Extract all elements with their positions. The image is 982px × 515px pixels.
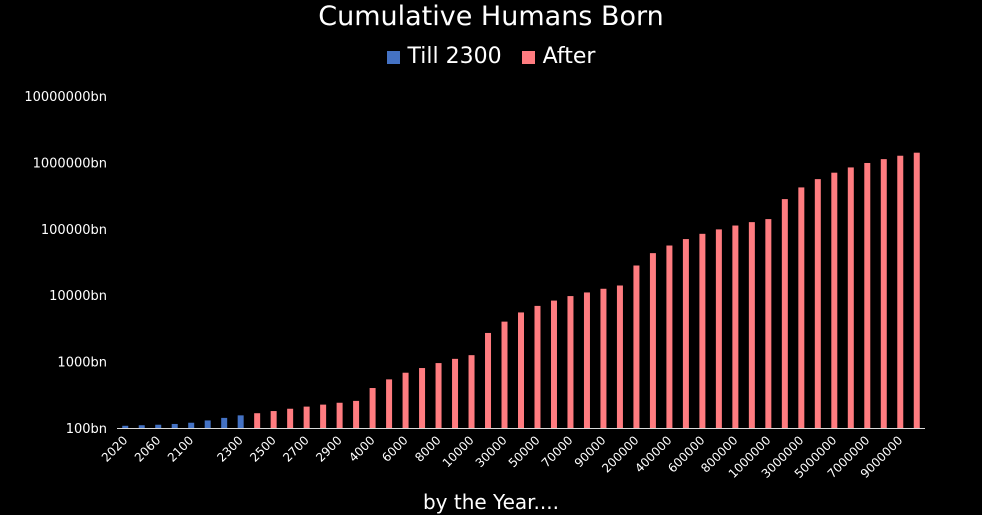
chart-title: Cumulative Humans Born bbox=[318, 1, 664, 32]
bar-after bbox=[897, 155, 904, 428]
legend-swatch-after bbox=[521, 50, 535, 64]
bar-after bbox=[550, 300, 557, 428]
x-tick-label: 2100 bbox=[165, 433, 196, 464]
bar-till-2300 bbox=[237, 415, 244, 428]
bar-after bbox=[435, 363, 442, 428]
bar-after bbox=[452, 358, 459, 428]
bar-after bbox=[748, 222, 755, 428]
x-tick-label: 50000 bbox=[506, 433, 543, 470]
y-tick-label: 10000bn bbox=[49, 289, 107, 304]
bar-till-2300 bbox=[155, 424, 162, 428]
legend-item-till-2300: Till 2300 bbox=[386, 42, 502, 72]
bar-after bbox=[518, 312, 524, 428]
bar-after bbox=[831, 172, 838, 428]
x-axis-title: by the Year.... bbox=[422, 490, 559, 514]
bar-after bbox=[913, 152, 920, 429]
bar-after bbox=[616, 285, 623, 428]
bar-after bbox=[270, 411, 277, 428]
x-tick-label: 70000 bbox=[539, 433, 576, 470]
bar-after bbox=[600, 288, 607, 428]
bar-till-2300 bbox=[138, 425, 145, 428]
bar-after bbox=[485, 332, 492, 428]
x-tick-label: 4000 bbox=[346, 433, 377, 464]
bar-till-2300 bbox=[122, 425, 129, 428]
bar-after bbox=[583, 292, 590, 428]
bar-after bbox=[864, 162, 871, 428]
bar-after bbox=[699, 233, 706, 428]
bar-after bbox=[501, 321, 508, 428]
bar-after bbox=[386, 379, 393, 428]
bar-after bbox=[798, 187, 805, 428]
bar-after bbox=[814, 179, 821, 428]
x-tick-label: 10000 bbox=[440, 433, 477, 470]
x-tick-label: 2700 bbox=[280, 433, 311, 464]
y-tick-label: 1000000bn bbox=[33, 156, 107, 171]
bar-after bbox=[633, 265, 640, 428]
bar-after bbox=[534, 305, 541, 428]
bar-after bbox=[765, 219, 772, 428]
x-tick-label: 2900 bbox=[313, 433, 344, 464]
x-tick-label: 2060 bbox=[132, 433, 163, 464]
bar-after bbox=[682, 239, 689, 428]
y-tick-label: 10000000bn bbox=[24, 90, 107, 105]
bar-after bbox=[254, 413, 261, 428]
bar-after bbox=[666, 245, 673, 428]
y-tick-label: 1000bn bbox=[57, 356, 107, 371]
bar-after bbox=[303, 406, 310, 428]
bar-after bbox=[320, 404, 327, 428]
bar-after bbox=[353, 400, 360, 428]
legend-swatch-till-2300 bbox=[386, 50, 400, 64]
x-tick-label: 30000 bbox=[473, 433, 510, 470]
bar-after bbox=[287, 408, 294, 428]
legend-label-till-2300: Till 2300 bbox=[407, 44, 502, 69]
bar-after bbox=[468, 355, 475, 428]
x-tick-label: 6000 bbox=[379, 433, 410, 464]
bar-after bbox=[781, 199, 788, 428]
legend-label-after: After bbox=[542, 44, 596, 69]
bar-after bbox=[402, 372, 409, 428]
bar-after bbox=[419, 368, 426, 428]
bar-after bbox=[880, 159, 887, 428]
y-tick-label: 100000bn bbox=[41, 223, 107, 238]
bar-after bbox=[649, 253, 656, 428]
bar-after bbox=[369, 388, 376, 428]
x-tick-label: 2300 bbox=[214, 433, 245, 464]
bar-till-2300 bbox=[204, 420, 211, 428]
x-tick-label: 2020 bbox=[99, 433, 130, 464]
bar-till-2300 bbox=[171, 423, 178, 428]
bar-after bbox=[847, 167, 854, 428]
y-tick-label: 100bn bbox=[66, 422, 107, 437]
legend: Till 2300 After bbox=[0, 42, 982, 72]
bar-till-2300 bbox=[188, 422, 195, 428]
x-tick-label: 2500 bbox=[247, 433, 278, 464]
bar-till-2300 bbox=[221, 417, 228, 428]
bar-after bbox=[715, 229, 722, 428]
bar-after bbox=[732, 225, 739, 428]
bar-after bbox=[336, 402, 343, 428]
legend-item-after: After bbox=[521, 42, 596, 72]
bar-after bbox=[567, 296, 574, 428]
